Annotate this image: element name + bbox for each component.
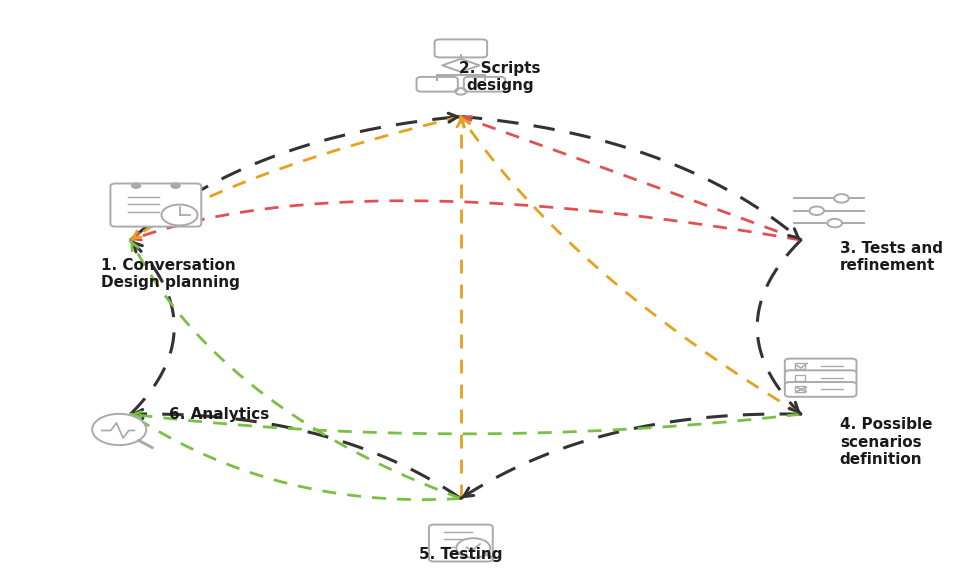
Text: 6. Analytics: 6. Analytics bbox=[170, 406, 270, 422]
Circle shape bbox=[827, 219, 842, 227]
Circle shape bbox=[834, 194, 849, 202]
Text: 1. Conversation
Design planning: 1. Conversation Design planning bbox=[101, 258, 240, 290]
Circle shape bbox=[172, 183, 180, 188]
FancyBboxPatch shape bbox=[464, 77, 505, 92]
Circle shape bbox=[131, 183, 140, 188]
Text: 3. Tests and
refinement: 3. Tests and refinement bbox=[840, 241, 943, 273]
FancyBboxPatch shape bbox=[416, 77, 458, 92]
FancyBboxPatch shape bbox=[795, 386, 805, 392]
Text: 5. Testing: 5. Testing bbox=[419, 547, 503, 562]
FancyBboxPatch shape bbox=[795, 374, 805, 381]
Circle shape bbox=[162, 205, 198, 225]
Text: 4. Possible
scenarios
definition: 4. Possible scenarios definition bbox=[840, 417, 932, 467]
FancyBboxPatch shape bbox=[795, 363, 805, 369]
FancyBboxPatch shape bbox=[785, 359, 857, 373]
FancyBboxPatch shape bbox=[434, 39, 487, 58]
Circle shape bbox=[92, 414, 146, 445]
FancyBboxPatch shape bbox=[785, 382, 857, 397]
Circle shape bbox=[809, 206, 824, 215]
FancyBboxPatch shape bbox=[785, 370, 857, 385]
Text: 2. Scripts
designg: 2. Scripts designg bbox=[459, 61, 540, 93]
Circle shape bbox=[457, 538, 490, 557]
FancyBboxPatch shape bbox=[429, 524, 493, 561]
FancyBboxPatch shape bbox=[111, 184, 201, 227]
